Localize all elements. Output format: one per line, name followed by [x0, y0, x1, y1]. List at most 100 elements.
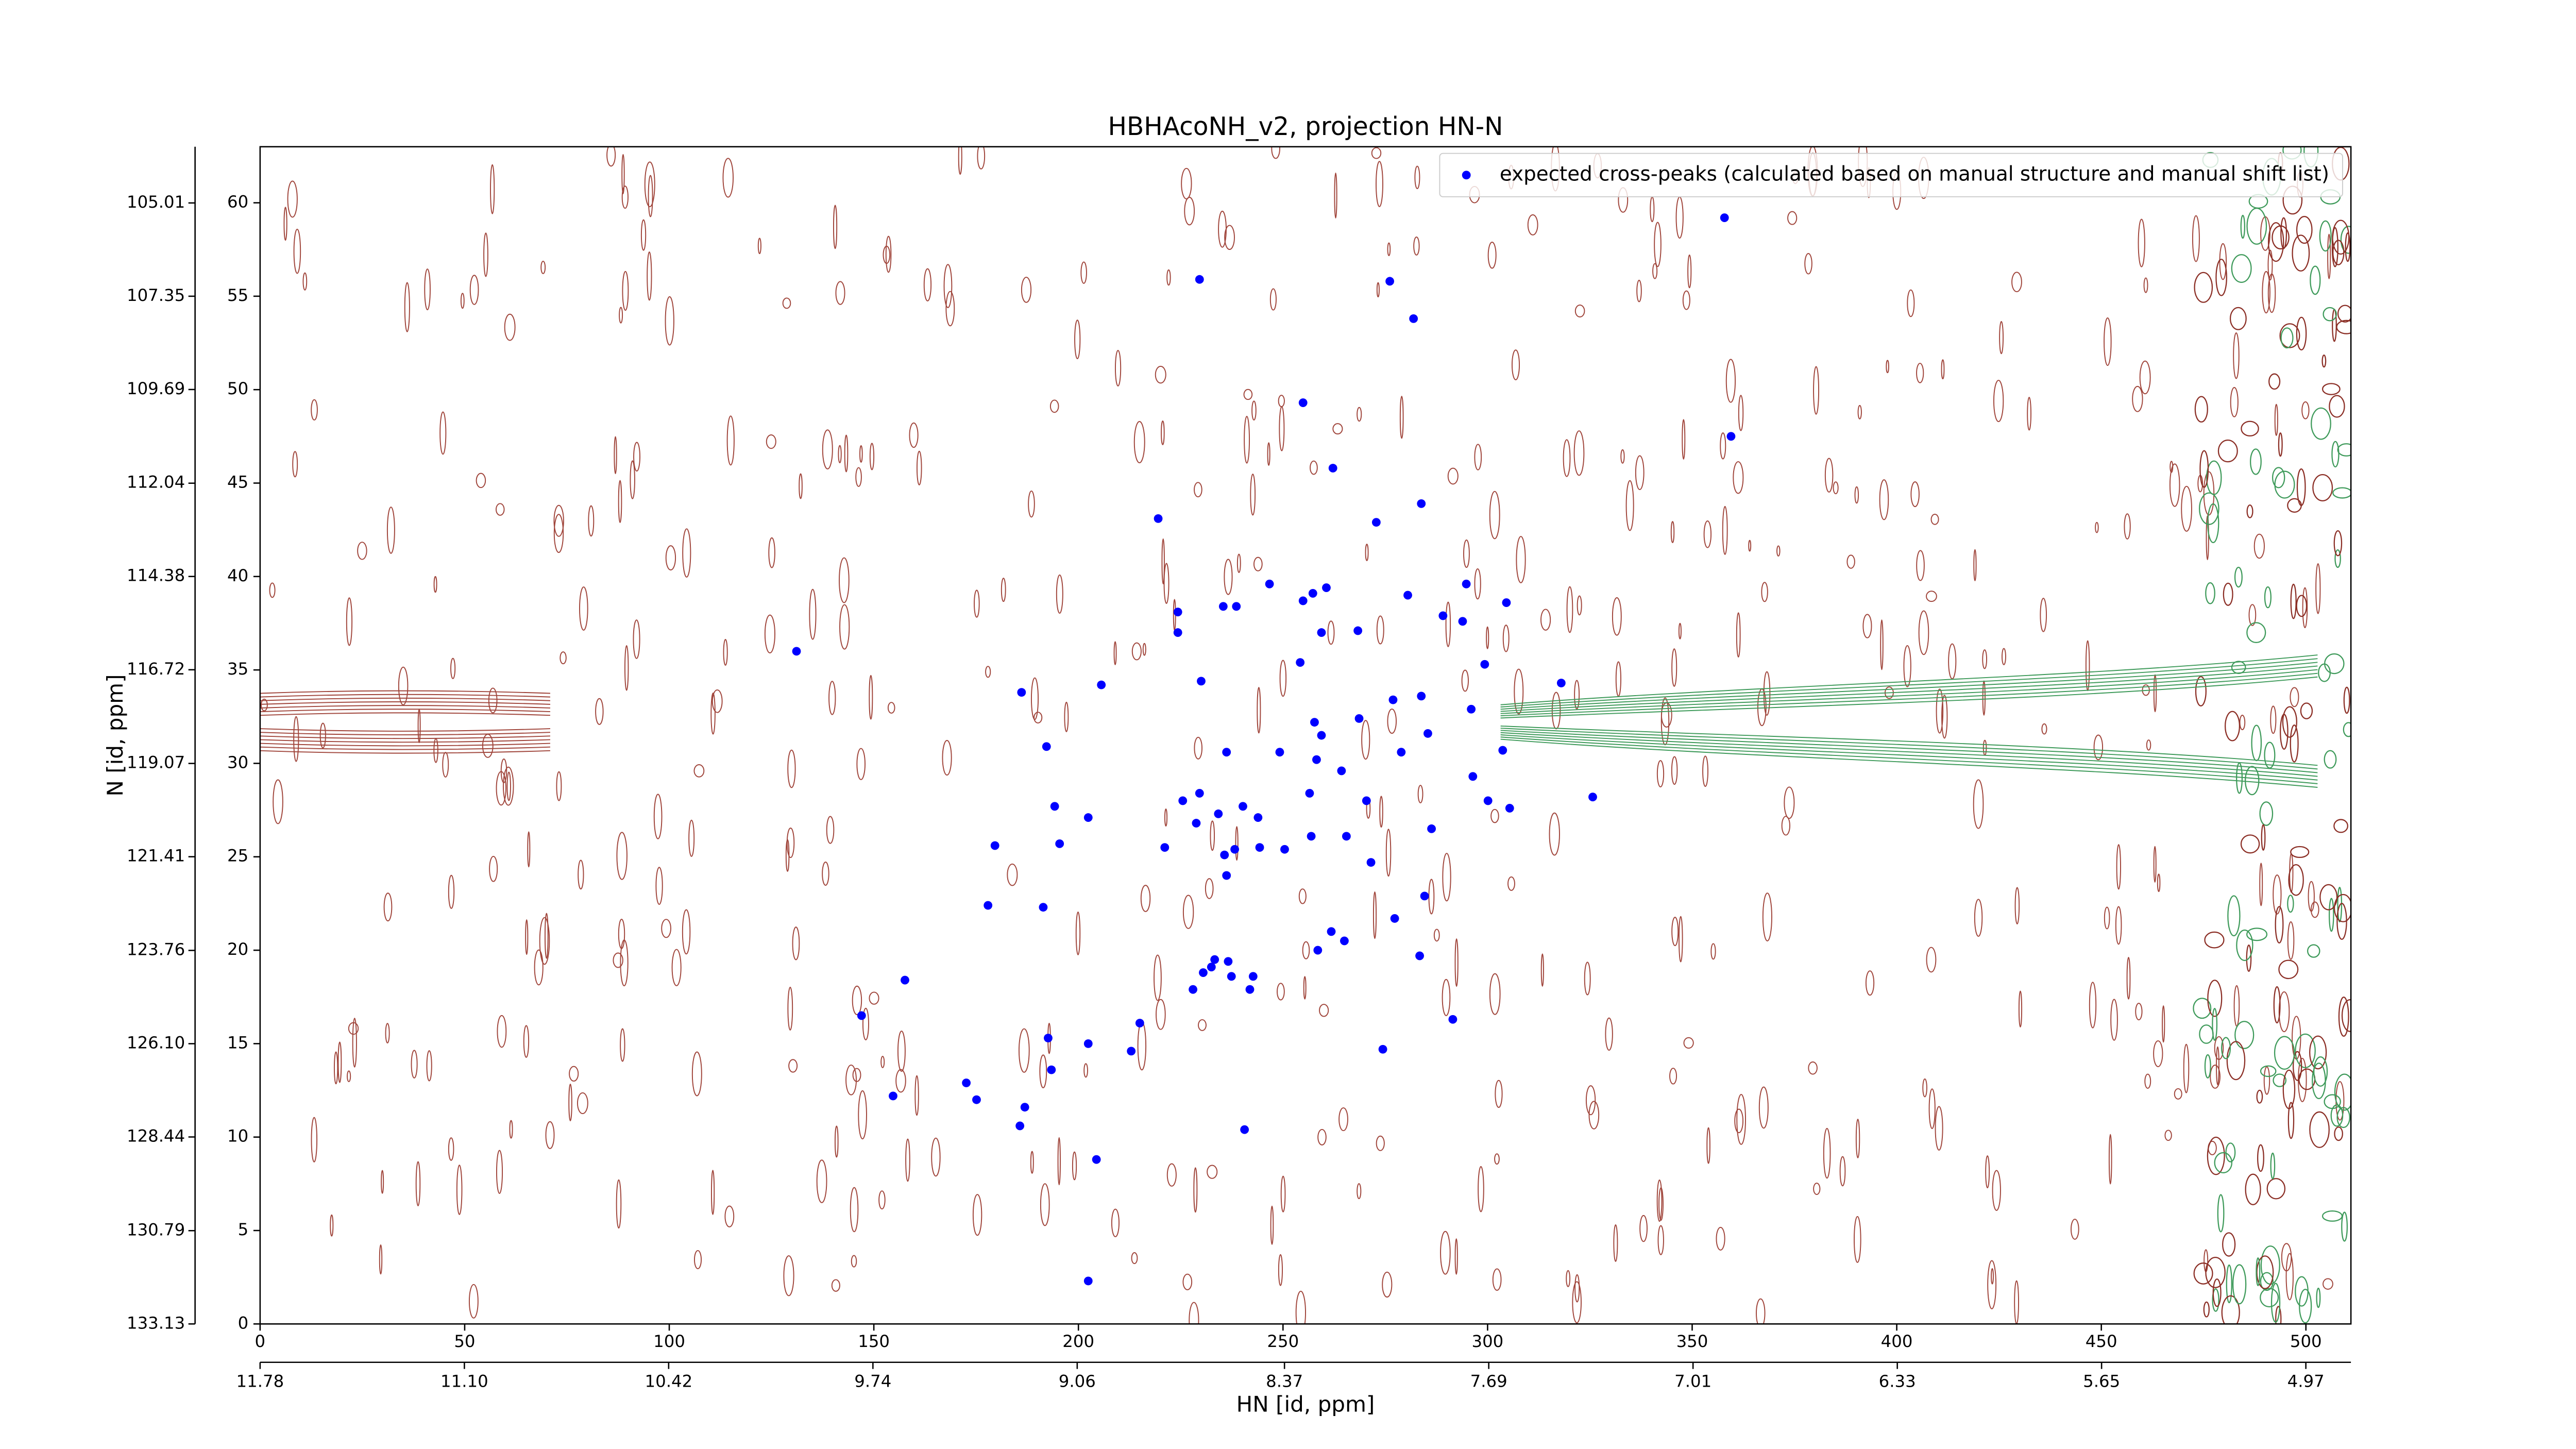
contour — [2290, 846, 2310, 858]
contour — [1271, 146, 1280, 159]
contour — [2207, 503, 2219, 544]
contour — [2296, 468, 2306, 507]
contour-band — [1500, 658, 2318, 784]
cross-peak — [1340, 936, 1349, 946]
contour — [1338, 1107, 1348, 1132]
contour — [2273, 986, 2281, 1024]
contour — [2245, 1173, 2261, 1205]
contour — [1620, 449, 1625, 464]
contour — [495, 503, 505, 516]
contour — [2340, 226, 2351, 254]
cross-peak — [1327, 927, 1336, 936]
contour — [2251, 724, 2262, 762]
contour — [1974, 899, 1983, 937]
contour — [1303, 976, 1307, 1000]
contour — [1563, 439, 1571, 477]
cross-peak — [857, 1011, 866, 1020]
contour — [2221, 1295, 2240, 1324]
contour — [1387, 709, 1397, 734]
contour — [1999, 321, 2004, 355]
contour — [1833, 481, 1839, 495]
contour — [2225, 1142, 2236, 1162]
contour — [2336, 1107, 2350, 1128]
contour — [2278, 991, 2290, 1033]
contour — [2293, 1051, 2302, 1081]
contour — [757, 238, 761, 255]
contour — [283, 207, 287, 241]
contour — [2341, 999, 2351, 1032]
contour — [302, 272, 308, 291]
contour — [1235, 826, 1239, 861]
contour — [1277, 983, 1285, 1001]
contour — [2263, 1066, 2270, 1095]
contour — [346, 597, 353, 646]
contour — [822, 862, 829, 886]
contour — [2153, 846, 2157, 883]
y-tick-label: 50 — [227, 379, 248, 398]
y2-tick-label: 112.04 — [127, 473, 185, 492]
contour — [1671, 756, 1678, 785]
contour — [2132, 385, 2143, 412]
contour — [974, 589, 980, 618]
contour — [352, 1018, 357, 1068]
contour — [2328, 898, 2334, 932]
contour — [2164, 1130, 2172, 1141]
contour — [2321, 354, 2327, 368]
cross-peak — [1307, 832, 1316, 841]
contour — [1317, 1128, 1327, 1145]
contour — [2260, 1245, 2280, 1285]
contour — [844, 434, 849, 473]
contour — [905, 1138, 910, 1182]
contour — [1658, 1187, 1664, 1221]
cross-peak — [1298, 596, 1308, 605]
contour — [764, 614, 775, 653]
contour — [822, 429, 833, 469]
contour — [1440, 1231, 1451, 1275]
contour — [2244, 766, 2260, 796]
contour — [2194, 396, 2208, 423]
contour — [1194, 482, 1202, 498]
contour — [1184, 196, 1195, 226]
contour — [293, 228, 301, 274]
contour — [2345, 232, 2351, 262]
contour — [1198, 1019, 1207, 1031]
contour — [2246, 944, 2252, 972]
contour — [1478, 1166, 1484, 1212]
x-tick-label: 100 — [653, 1332, 685, 1351]
contour — [1654, 222, 1662, 267]
contour — [1948, 643, 1957, 680]
cross-peak — [1317, 628, 1326, 637]
contour — [1131, 1252, 1138, 1265]
contour-band — [260, 697, 550, 747]
contour — [2095, 521, 2099, 533]
cross-peak — [1337, 766, 1346, 776]
cross-peak — [1160, 843, 1170, 852]
contour — [2229, 307, 2247, 330]
contour — [1657, 1225, 1664, 1255]
y-tick-label: 25 — [227, 846, 248, 866]
contour — [839, 604, 850, 650]
contour — [2266, 1178, 2286, 1200]
contour — [1928, 1088, 1936, 1130]
contour — [693, 1250, 702, 1270]
contour — [1442, 979, 1451, 1016]
contour — [834, 1125, 839, 1158]
contour — [1166, 269, 1171, 286]
contour — [2278, 959, 2299, 980]
contour — [1734, 1108, 1744, 1134]
contour — [620, 939, 629, 987]
contour — [1371, 147, 1382, 159]
y2-tick-label: 128.44 — [127, 1126, 185, 1145]
contour — [1039, 1054, 1047, 1088]
contour — [560, 651, 567, 665]
cross-peak — [1154, 514, 1163, 523]
contour — [1671, 648, 1677, 687]
contour — [2143, 277, 2148, 293]
contour — [2287, 921, 2295, 960]
cross-peak — [1353, 626, 1363, 635]
contour — [426, 1050, 432, 1082]
contour — [1007, 863, 1018, 886]
contour — [468, 1284, 479, 1319]
contour — [624, 645, 629, 691]
contour — [1492, 1268, 1502, 1291]
